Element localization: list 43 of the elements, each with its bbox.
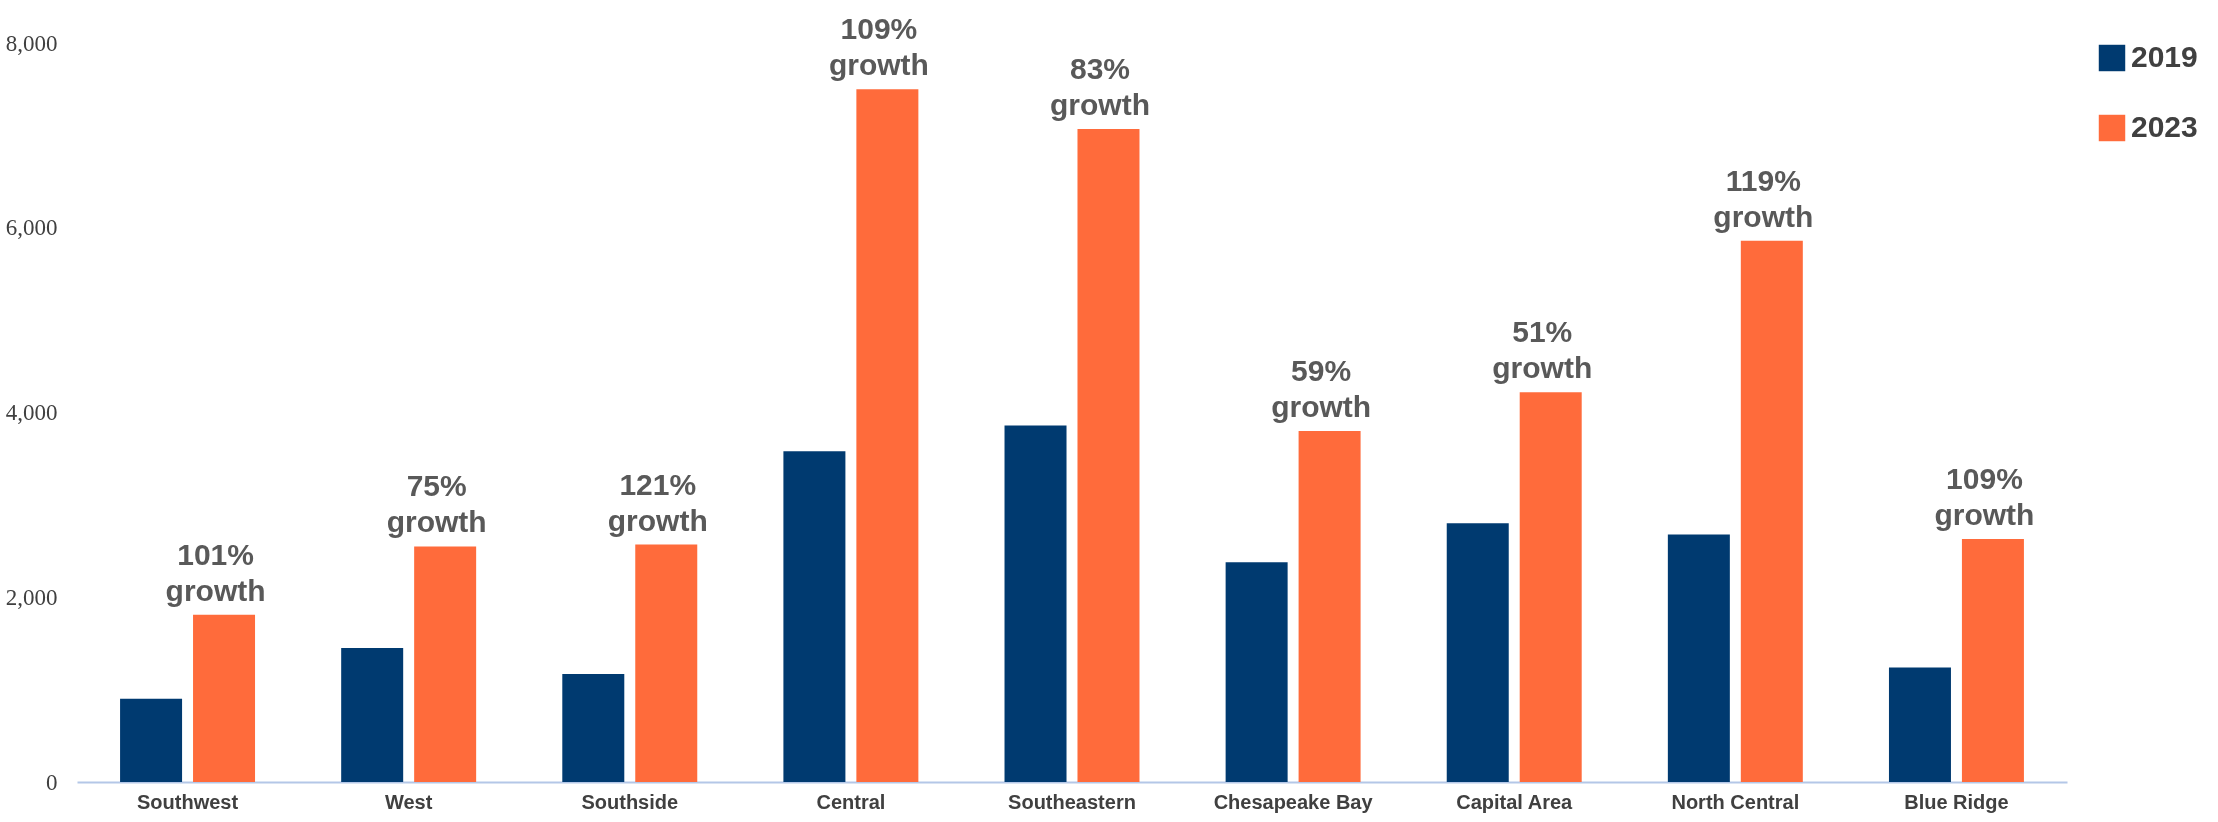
y-tick-label: 8,000 [5, 30, 58, 56]
annotation: 75% growth [386, 469, 487, 539]
annotation: 101% growth [165, 537, 266, 607]
bar [1077, 128, 1140, 782]
bar [120, 698, 183, 782]
legend-label: 2019 [2131, 40, 2198, 73]
bar [1667, 534, 1730, 782]
x-tick-label: Southwest [136, 790, 239, 813]
y-tick-label: 6,000 [5, 215, 58, 241]
bar [562, 673, 625, 782]
x-tick-label: Southside [581, 790, 679, 813]
bar [1740, 240, 1803, 782]
annotation: 83% growth [1050, 51, 1150, 121]
bar [635, 544, 698, 782]
bar [1004, 425, 1067, 782]
bar [856, 89, 919, 782]
bar [1888, 667, 1951, 782]
annotation: 59% growth [1271, 353, 1372, 423]
x-tick-label: Chesapeake Bay [1213, 790, 1374, 813]
annotation: 119% growth [1713, 163, 1814, 233]
annotation: 109% growth [828, 12, 929, 82]
x-tick-label: North Central [1671, 790, 1800, 813]
annotation: 121% growth [607, 467, 708, 537]
x-tick-label: Southeastern [1008, 790, 1136, 813]
legend-label: 2023 [2131, 110, 2198, 143]
bar [1298, 430, 1361, 782]
bar [1446, 523, 1509, 782]
x-tick-label: Central [816, 790, 886, 813]
y-tick-label: 4,000 [5, 400, 58, 425]
annotation: 109% growth [1934, 462, 2035, 532]
bar [414, 546, 477, 782]
bar [1519, 392, 1582, 782]
x-tick-label: Capital Area [1456, 790, 1574, 813]
y-tick-label: 2,000 [5, 584, 58, 610]
bar [1225, 562, 1288, 782]
bar [193, 614, 256, 782]
bar [783, 451, 846, 782]
annotation: 51% growth [1492, 315, 1593, 385]
y-tick-label: 0 [46, 769, 58, 795]
x-tick-label: Blue Ridge [1904, 790, 2009, 813]
bar [341, 648, 404, 782]
x-tick-label: West [384, 790, 433, 813]
bar [1961, 539, 2024, 782]
